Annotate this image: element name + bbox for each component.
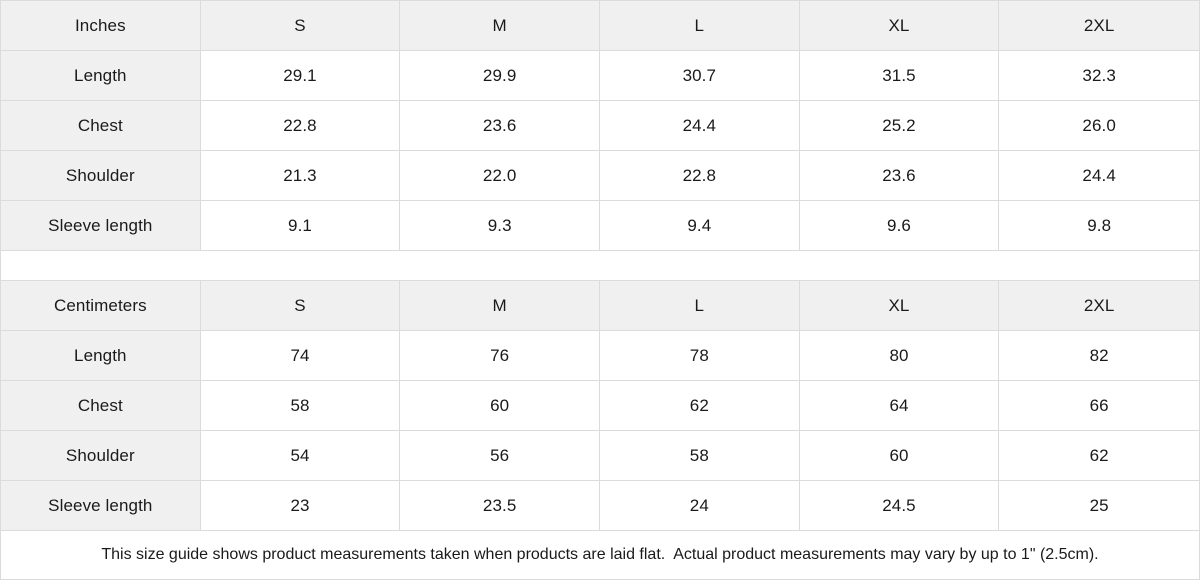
- cm-header-xl: XL: [799, 281, 1000, 331]
- table-cell: 58: [200, 381, 401, 431]
- table-cell: 80: [799, 331, 1000, 381]
- table-cell: 23.6: [400, 101, 600, 151]
- table-cell: 22.8: [600, 151, 800, 201]
- inches-row-label-chest: Chest: [1, 101, 201, 151]
- table-spacer: [1, 251, 1199, 281]
- cm-row-label-chest: Chest: [1, 381, 201, 431]
- cm-row-label-shoulder: Shoulder: [1, 431, 201, 481]
- measurement-disclaimer: This size guide shows product measuremen…: [101, 546, 1099, 563]
- table-cell: 23.6: [799, 151, 1000, 201]
- cm-header-l: L: [600, 281, 800, 331]
- table-cell: 54: [200, 431, 401, 481]
- table-cell: 24.4: [999, 151, 1199, 201]
- table-cell: 31.5: [799, 51, 1000, 101]
- table-cell: 60: [799, 431, 1000, 481]
- table-cell: 30.7: [600, 51, 800, 101]
- inches-row-label-sleeve-length: Sleeve length: [1, 201, 201, 251]
- table-cell: 60: [400, 381, 600, 431]
- inches-header-m: M: [400, 1, 600, 51]
- table-cell: 62: [999, 431, 1199, 481]
- table-cell: 66: [999, 381, 1199, 431]
- size-table-inches: Inches S M L XL 2XL Length 29.1 29.9 30.…: [1, 1, 1199, 251]
- table-cell: 56: [400, 431, 600, 481]
- size-table-centimeters: Centimeters S M L XL 2XL Length 74 76 78…: [1, 281, 1199, 531]
- inches-header-l: L: [600, 1, 800, 51]
- table-cell: 22.0: [400, 151, 600, 201]
- cm-header-2xl: 2XL: [999, 281, 1199, 331]
- table-cell: 9.3: [400, 201, 600, 251]
- table-cell: 23.5: [400, 481, 600, 531]
- table-cell: 76: [400, 331, 600, 381]
- inches-header-xl: XL: [799, 1, 1000, 51]
- inches-header-s: S: [200, 1, 401, 51]
- cm-row-label-sleeve-length: Sleeve length: [1, 481, 201, 531]
- table-cell: 22.8: [200, 101, 401, 151]
- inches-header-2xl: 2XL: [999, 1, 1199, 51]
- table-cell: 24: [600, 481, 800, 531]
- table-cell: 25: [999, 481, 1199, 531]
- table-cell: 64: [799, 381, 1000, 431]
- table-cell: 25.2: [799, 101, 1000, 151]
- table-cell: 32.3: [999, 51, 1199, 101]
- table-cell: 29.1: [200, 51, 401, 101]
- table-cell: 9.1: [200, 201, 401, 251]
- table-cell: 29.9: [400, 51, 600, 101]
- cm-header-unit: Centimeters: [1, 281, 201, 331]
- table-cell: 62: [600, 381, 800, 431]
- cm-header-m: M: [400, 281, 600, 331]
- table-cell: 9.8: [999, 201, 1199, 251]
- table-cell: 21.3: [200, 151, 401, 201]
- table-cell: 24.4: [600, 101, 800, 151]
- size-guide-footer: This size guide shows product measuremen…: [1, 531, 1199, 579]
- cm-header-s: S: [200, 281, 401, 331]
- table-cell: 78: [600, 331, 800, 381]
- table-cell: 74: [200, 331, 401, 381]
- cm-row-label-length: Length: [1, 331, 201, 381]
- inches-row-label-shoulder: Shoulder: [1, 151, 201, 201]
- inches-row-label-length: Length: [1, 51, 201, 101]
- table-cell: 9.6: [799, 201, 1000, 251]
- table-cell: 23: [200, 481, 401, 531]
- table-cell: 24.5: [799, 481, 1000, 531]
- table-cell: 82: [999, 331, 1199, 381]
- inches-header-unit: Inches: [1, 1, 201, 51]
- table-cell: 26.0: [999, 101, 1199, 151]
- table-cell: 9.4: [600, 201, 800, 251]
- table-cell: 58: [600, 431, 800, 481]
